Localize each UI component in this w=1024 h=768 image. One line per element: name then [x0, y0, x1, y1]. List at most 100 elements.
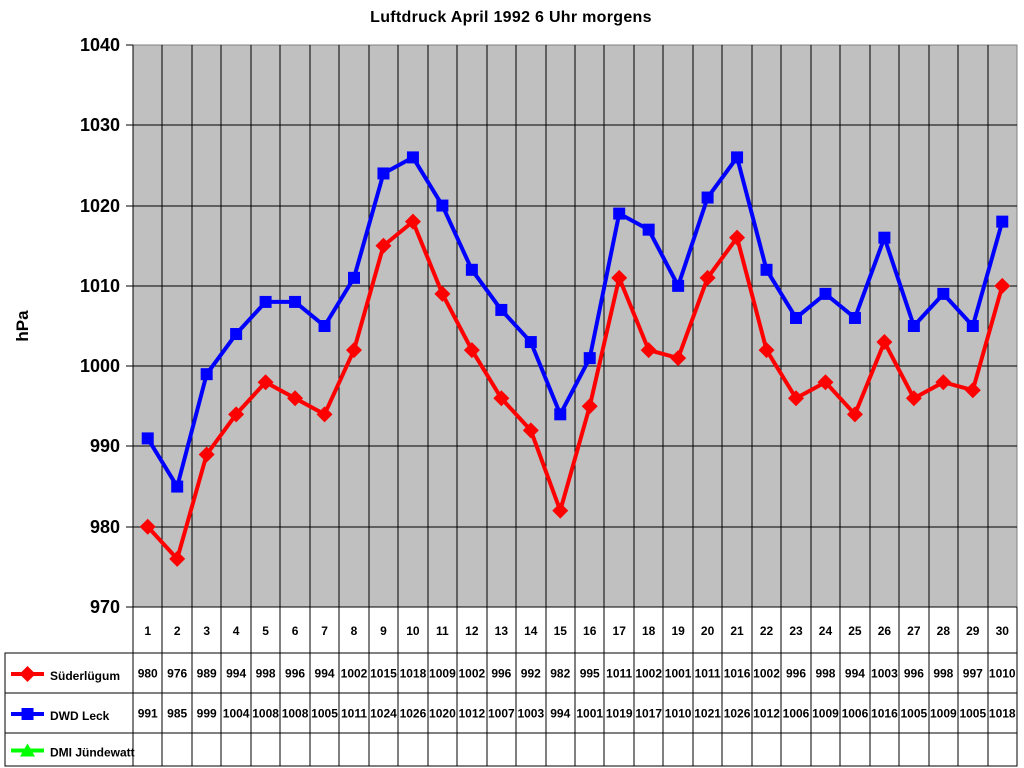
series-marker — [817, 374, 834, 391]
series-marker — [198, 446, 215, 463]
series-marker — [404, 213, 421, 230]
series-marker — [964, 382, 981, 399]
day-label: 10 — [406, 624, 420, 638]
table-cell-value: 1009 — [930, 707, 957, 721]
day-label: 17 — [613, 624, 627, 638]
table-cell-value: 985 — [167, 707, 187, 721]
table-cell-value: 1007 — [488, 707, 515, 721]
table-cell-value: 998 — [933, 667, 953, 681]
series-marker — [876, 334, 893, 351]
day-label: 5 — [262, 624, 269, 638]
table-cell-value: 998 — [815, 667, 835, 681]
series-marker — [495, 303, 508, 316]
table-cell-value: 1017 — [635, 707, 662, 721]
y-axis-title: hPa — [13, 310, 32, 342]
table-cell-value: 1020 — [429, 707, 456, 721]
table-cell-value: 1002 — [635, 667, 662, 681]
series-marker — [436, 199, 449, 212]
day-label: 16 — [583, 624, 597, 638]
y-tick-label: 970 — [90, 597, 120, 617]
series-marker — [554, 408, 567, 421]
series-marker — [907, 320, 920, 332]
y-axis-labels: 970 980 990 1000 1010 1020 1030 1040 — [80, 35, 120, 617]
table-border — [4, 652, 1018, 767]
series-marker — [318, 320, 331, 332]
day-label: 26 — [878, 624, 892, 638]
chart-title: Luftdruck April 1992 6 Uhr morgens — [370, 9, 652, 26]
table-cell-value: 996 — [491, 667, 511, 681]
y-tick-label: 990 — [90, 436, 120, 456]
day-label: 19 — [671, 624, 685, 638]
table-cell-value: 994 — [226, 667, 246, 681]
series-marker — [878, 231, 891, 244]
table-cell-value: 1008 — [282, 707, 309, 721]
table-cell-value: 996 — [786, 667, 806, 681]
series-marker — [848, 311, 861, 324]
series-marker — [200, 368, 213, 381]
table-cell-value: 1005 — [959, 707, 986, 721]
table-cell-value: 991 — [138, 707, 158, 721]
series-marker — [996, 215, 1009, 228]
series-marker — [670, 350, 687, 367]
series-marker — [228, 406, 245, 423]
day-label: 14 — [524, 624, 538, 638]
x-axis-day-labels: 1 2 3 4 5 6 7 8 9 10 11 12 13 14 15 16 17 18 19 20 21 22 23 24 2… — [132, 607, 1018, 653]
series-marker — [583, 352, 596, 365]
series-marker — [905, 390, 922, 407]
table-cell-value: 1002 — [459, 667, 486, 681]
table-cell-value: 1010 — [989, 667, 1016, 681]
day-label: 1 — [144, 624, 151, 638]
table-cell-value: 999 — [197, 707, 217, 721]
series-marker — [139, 518, 156, 535]
day-label: 4 — [233, 624, 240, 638]
table-cell-value: 1009 — [812, 707, 839, 721]
table-cell-value: 995 — [580, 667, 600, 681]
day-label: 23 — [789, 624, 803, 638]
series-marker — [699, 269, 716, 286]
table-cell-value: 1011 — [695, 667, 721, 681]
table-cell-value: 1011 — [606, 667, 632, 681]
series-marker — [966, 320, 979, 332]
series-marker — [287, 390, 304, 407]
series-marker — [846, 406, 863, 423]
day-label: 29 — [966, 624, 980, 638]
day-label: 25 — [848, 624, 862, 638]
table-cell-value: 1018 — [989, 707, 1016, 721]
series-marker — [434, 285, 451, 302]
day-label: 22 — [760, 624, 774, 638]
y-tick-label: 1040 — [80, 35, 120, 55]
series-marker — [463, 342, 480, 359]
table-cell-value: 1003 — [517, 707, 544, 721]
table-cell-value: 1016 — [724, 667, 751, 681]
table-cell-value: 994 — [550, 707, 570, 721]
table-cell-value: 1012 — [753, 707, 780, 721]
series-marker — [581, 398, 598, 415]
series-marker — [642, 223, 655, 236]
series-marker — [758, 342, 775, 359]
day-label: 18 — [642, 624, 656, 638]
series-marker — [790, 311, 802, 324]
table-cell-value: 1009 — [429, 667, 456, 681]
series-suederluegum — [139, 213, 1011, 567]
day-label: 8 — [351, 624, 358, 638]
series-marker — [289, 295, 302, 308]
table-cell-value: 1026 — [724, 707, 751, 721]
table-cell-value: 976 — [167, 667, 187, 681]
table-cell-value: 1002 — [341, 667, 368, 681]
y-tick-label: 1020 — [80, 196, 120, 216]
day-label: 21 — [730, 624, 744, 638]
table-cell-value: 1001 — [665, 667, 692, 681]
series-marker — [257, 374, 274, 391]
table-cell-value: 996 — [904, 667, 924, 681]
series-marker — [169, 550, 186, 567]
legend-label: DWD Leck — [50, 709, 110, 723]
day-label: 7 — [321, 624, 328, 638]
series-marker — [259, 295, 272, 308]
series-marker — [141, 432, 154, 445]
legend-marker-diamond — [19, 666, 36, 682]
table-cell-value: 996 — [285, 667, 305, 681]
table-cell-value: 1010 — [665, 707, 692, 721]
table-cell-value: 994 — [845, 667, 865, 681]
